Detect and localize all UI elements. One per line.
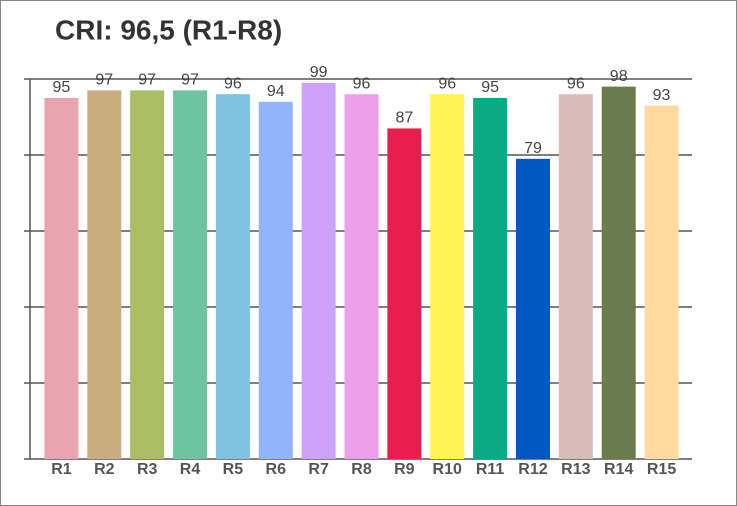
value-label: 95 [481, 79, 499, 96]
bar [173, 90, 208, 460]
x-tick-label: R8 [351, 461, 372, 478]
x-tick-label: R12 [518, 461, 547, 478]
x-tick-label: R10 [433, 461, 462, 478]
bar [601, 86, 636, 459]
x-tick-label: R15 [647, 461, 676, 478]
bar [344, 94, 379, 459]
bar [515, 158, 550, 460]
value-label: 99 [310, 64, 328, 81]
x-tick-label: R9 [394, 461, 415, 478]
x-tick-label: R11 [476, 461, 505, 478]
value-label: 97 [138, 72, 156, 89]
bar [87, 90, 122, 460]
value-label: 87 [395, 110, 413, 127]
value-label: 98 [610, 68, 628, 85]
bar [215, 94, 250, 459]
value-label: 79 [524, 140, 542, 157]
x-tick-label: R7 [308, 461, 329, 478]
value-label: 94 [267, 83, 285, 100]
value-label: 97 [181, 72, 199, 89]
x-tick-label: R14 [604, 461, 633, 478]
value-label: 96 [353, 75, 371, 92]
bar [430, 94, 465, 459]
x-tick-label: R2 [94, 461, 115, 478]
bar [644, 105, 679, 459]
bar [258, 101, 293, 460]
x-tick-label: R5 [223, 461, 244, 478]
x-tick-label: R13 [561, 461, 590, 478]
bar [44, 98, 79, 459]
bar [387, 128, 422, 459]
x-tick-label: R3 [137, 461, 158, 478]
value-label: 96 [567, 75, 585, 92]
bar [558, 94, 593, 459]
bar [301, 82, 336, 460]
x-tick-label: R1 [51, 461, 72, 478]
value-label: 93 [653, 87, 671, 104]
value-label: 96 [438, 75, 456, 92]
bar [130, 90, 165, 460]
bar [473, 98, 508, 459]
value-label: 95 [53, 79, 71, 96]
x-tick-label: R6 [266, 461, 287, 478]
value-label: 97 [95, 72, 113, 89]
x-tick-label: R4 [180, 461, 201, 478]
value-label: 96 [224, 75, 242, 92]
chart-title: CRI: 96,5 (R1-R8) [55, 14, 282, 45]
